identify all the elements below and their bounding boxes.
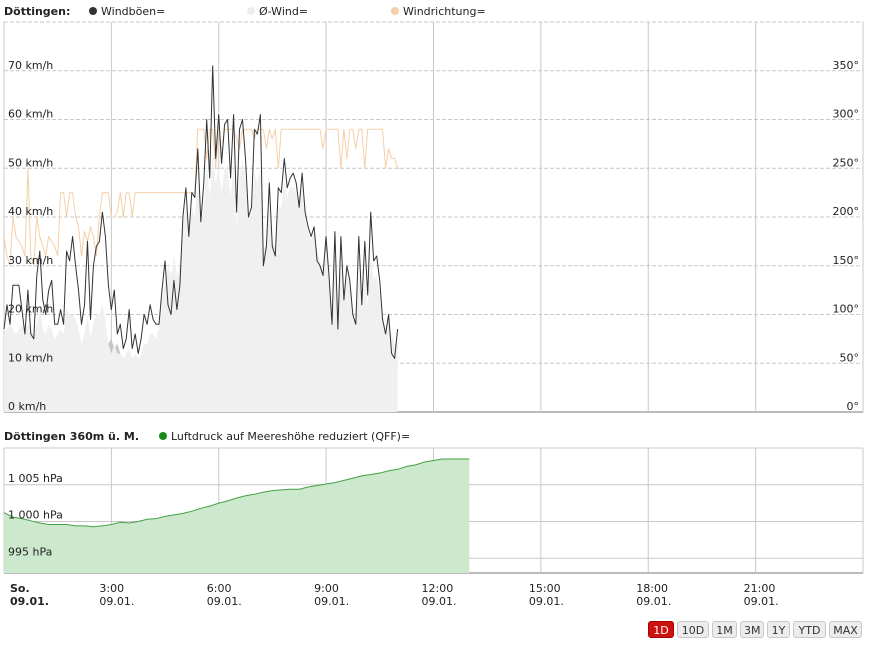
y2-tick-label: 350° (833, 59, 860, 72)
legend-station-label: Döttingen: (4, 5, 70, 18)
range-button-1d[interactable]: 1D (648, 621, 674, 638)
y-tick-label: 50 km/h (8, 156, 53, 169)
pressure-station-label: Döttingen 360m ü. M. (4, 430, 139, 443)
dot-peach-icon (391, 7, 399, 15)
x-tick-date: 09.01. (10, 595, 49, 608)
y-tick-label: 40 km/h (8, 205, 53, 218)
y-tick-label: 60 km/h (8, 108, 53, 121)
range-button-1y[interactable]: 1Y (767, 621, 790, 638)
dot-light-icon (247, 7, 255, 15)
wind-direction-line (3, 128, 401, 267)
y2-tick-label: 50° (840, 351, 860, 364)
pressure-tick-label: 1 005 hPa (8, 472, 63, 485)
wind-gust-line (3, 65, 399, 359)
x-tick-date: 09.01. (744, 595, 779, 608)
legend-avg-label: Ø-Wind= (259, 5, 308, 18)
x-tick-date: 09.01. (99, 595, 134, 608)
range-button-1m[interactable]: 1M (712, 621, 737, 638)
pressure-axis-labels: 995 hPa 1 000 hPa 1 005 hPa (8, 472, 63, 559)
x-tick-time: 6:00 (207, 582, 232, 595)
range-button-3m[interactable]: 3M (740, 621, 764, 638)
x-tick-time: 18:00 (636, 582, 668, 595)
x-tick-date: 09.01. (422, 595, 457, 608)
x-axis-labels: So.09.01.3:0009.01.6:0009.01.9:0009.01.1… (10, 582, 779, 608)
dot-green-icon (159, 432, 167, 440)
y-tick-label: 30 km/h (8, 254, 53, 267)
range-button-ytd[interactable]: YTD (793, 621, 826, 638)
x-tick-date: 09.01. (636, 595, 671, 608)
legend-gust-label: Windböen= (101, 5, 165, 18)
wind-direction-path (3, 128, 401, 267)
x-tick-time: 15:00 (529, 582, 561, 595)
y-tick-label: 0 km/h (8, 400, 46, 413)
legend-pressure-label: Luftdruck auf Meereshöhe reduziert (QFF)… (171, 430, 410, 443)
x-tick-date: 09.01. (529, 595, 564, 608)
legend-dir-label: Windrichtung= (403, 5, 486, 18)
x-tick-time: 9:00 (314, 582, 339, 595)
y2-tick-label: 0° (847, 400, 860, 413)
x-tick-date: 09.01. (207, 595, 242, 608)
pressure-tick-label: 995 hPa (8, 545, 52, 558)
y2-tick-label: 250° (833, 156, 860, 169)
wind-average-area (4, 153, 398, 412)
range-button-max[interactable]: MAX (829, 621, 862, 638)
pressure-area (3, 458, 470, 573)
wind-grid (3, 21, 864, 413)
y-tick-label: 10 km/h (8, 351, 53, 364)
x-tick-date: 09.01. (314, 595, 349, 608)
wind-axis-labels: 0 km/h 10 km/h 20 km/h 30 km/h 40 km/h 50 km/… (8, 59, 859, 413)
y2-tick-label: 300° (833, 108, 860, 121)
x-tick-time: 12:00 (422, 582, 454, 595)
dot-dark-icon (89, 7, 97, 15)
pressure-line-path (3, 458, 470, 528)
pressure-tick-label: 1 000 hPa (8, 509, 63, 522)
y-tick-label: 20 km/h (8, 303, 53, 316)
y-tick-label: 70 km/h (8, 59, 53, 72)
x-tick-time: 21:00 (744, 582, 776, 595)
y2-tick-label: 150° (833, 254, 860, 267)
x-tick-time: 3:00 (99, 582, 124, 595)
wind-gust-path (3, 65, 399, 359)
y2-tick-label: 200° (833, 205, 860, 218)
x-tick-time: So. (10, 582, 30, 595)
range-button-10d[interactable]: 10D (677, 621, 709, 638)
y2-tick-label: 100° (833, 303, 860, 316)
avg-wind-area-path (4, 153, 398, 412)
pressure-area-path (4, 459, 470, 573)
